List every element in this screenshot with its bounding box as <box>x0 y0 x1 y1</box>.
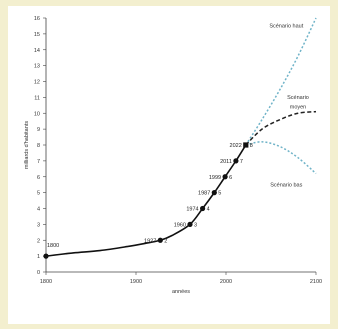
milestone-order-label: 6 <box>229 175 232 181</box>
y-tick-label: 11 <box>34 95 40 101</box>
y-tick-label: 12 <box>34 80 40 86</box>
milestone-point <box>187 221 193 227</box>
milestone-year-label: 1987 <box>198 191 210 197</box>
y-tick-label: 3 <box>37 222 40 228</box>
y-tick-label: 15 <box>34 32 40 38</box>
y-tick-label: 5 <box>37 191 40 197</box>
y-tick-label: 0 <box>37 270 40 276</box>
scenario-curve-3 <box>245 141 317 175</box>
curves <box>45 17 317 257</box>
y-tick-label: 2 <box>37 238 40 244</box>
milestone-year-label: 1927 <box>144 238 156 244</box>
y-tick-label: 9 <box>37 127 40 133</box>
y-tick-label: 16 <box>34 16 40 22</box>
y-tick-label: 13 <box>34 64 40 70</box>
milestone-year-label: 1974 <box>186 207 198 213</box>
milestone-point <box>222 174 228 180</box>
y-tick-label: 14 <box>34 48 40 54</box>
milestone-points <box>43 142 249 259</box>
x-tick-label: 2100 <box>310 279 322 285</box>
y-axis-label: milliards d'habitants <box>24 121 30 169</box>
milestone-year-label: 1800 <box>47 243 59 249</box>
milestone-point <box>43 253 49 259</box>
milestone-order-label: 3 <box>194 222 197 228</box>
scenario-curve-2 <box>245 110 317 146</box>
milestone-point <box>243 142 249 148</box>
milestone-order-label: 2 <box>164 238 167 244</box>
milestone-order-label: 7 <box>240 159 243 165</box>
milestone-year-label: 1960 <box>174 222 186 228</box>
milestone-point <box>157 237 163 243</box>
scenario-annotation: Scénario bas <box>270 182 302 188</box>
milestone-point <box>233 158 239 164</box>
milestone-point <box>200 205 206 212</box>
milestone-point <box>211 190 217 196</box>
milestone-year-label: 2022 <box>230 143 242 149</box>
milestone-year-label: 1999 <box>209 175 221 181</box>
scenario-annotation: Scénario <box>287 95 309 101</box>
scenario-annotation: Scénario haut <box>269 24 303 30</box>
x-axis-label: années <box>172 289 190 295</box>
y-tick-label: 1 <box>37 254 40 260</box>
milestone-order-label: 5 <box>218 191 221 197</box>
chart-panel: 0 1 2 3 4 5 6 7 8 9 10 11 12 13 14 15 16 1800 1900 2000 2100… <box>8 6 330 324</box>
y-tick-label: 6 <box>37 175 40 181</box>
scenario-curve-1 <box>245 17 317 146</box>
milestone-order-label: 8 <box>250 143 253 149</box>
x-tick-label: 1800 <box>40 279 52 285</box>
x-tick-label: 1900 <box>130 279 142 285</box>
milestone-order-label: 4 <box>207 207 210 213</box>
scenario-annotation: moyen <box>290 104 307 110</box>
labels: 1800 1927 2 1960 3 1974 4 1987 5 1999 6 2011 7 2022 8 S… <box>47 24 309 250</box>
y-tick-label: 4 <box>37 207 40 213</box>
y-tick-label: 7 <box>37 159 40 165</box>
y-tick-label: 10 <box>34 111 40 117</box>
y-tick-label: 8 <box>37 143 40 149</box>
x-tick-label: 2000 <box>220 279 232 285</box>
milestone-year-label: 2011 <box>220 159 232 165</box>
